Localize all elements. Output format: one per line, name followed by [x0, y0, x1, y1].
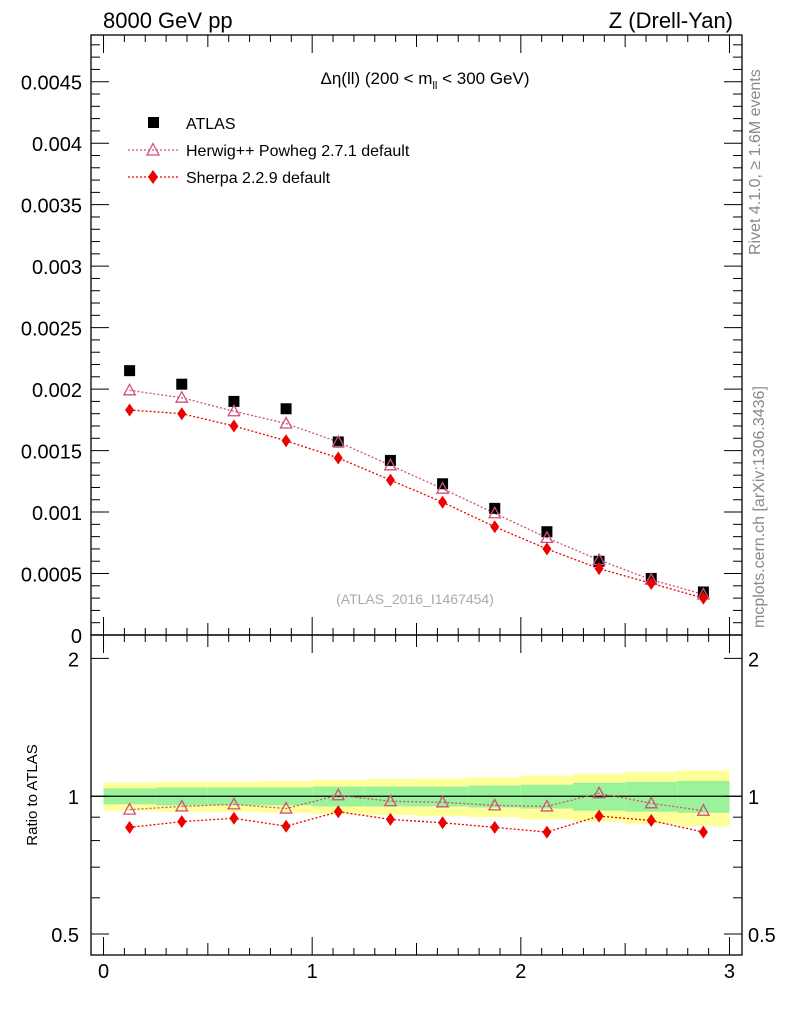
ratio-sherpa-point: [698, 825, 708, 839]
main-y-tick-label: 0.0035: [21, 196, 82, 218]
atlas-data-point: [332, 436, 344, 448]
herwig-data-point: [487, 505, 502, 519]
ratio-panel-frame: [90, 634, 743, 956]
ratio-series-layer: [122, 785, 711, 839]
legend-herwig-marker: [145, 142, 161, 156]
atlas-data-point: [124, 365, 136, 377]
ratio-herwig-point: [279, 801, 293, 814]
ratio-herwig-point: [592, 785, 606, 799]
ratio-y-tick-label-right: 2: [748, 649, 759, 671]
ratio-herwig-point: [487, 798, 502, 811]
main-panel-title: Δη(ll) (200 < mll < 300 GeV): [320, 69, 529, 92]
ratio-sherpa-line: [129, 811, 704, 833]
ratio-herwig-point: [540, 799, 554, 812]
main-series-layer: [122, 365, 711, 605]
legend-sherpa-label: Sherpa 2.2.9 default: [186, 170, 331, 187]
atlas-data-point: [280, 403, 292, 415]
ratio-herwig-point: [696, 803, 711, 816]
herwig-data-point: [435, 481, 450, 494]
sherpa-data-point: [281, 434, 291, 448]
sherpa-data-point: [490, 520, 500, 534]
main-y-tick-label: 0.003: [32, 257, 82, 279]
ratio-y-tick-label-right: 0.5: [748, 925, 776, 947]
ratio-sherpa-point: [438, 816, 448, 830]
ratio-x-tick-label: 1: [307, 961, 318, 983]
energy-label: 8000 GeV pp: [103, 8, 233, 33]
legend: ATLAS Herwig++ Powheg 2.7.1 default Sher…: [128, 116, 410, 187]
main-y-tick-label: 0.0045: [21, 73, 82, 95]
atlas-data-point: [176, 378, 188, 390]
sherpa-data-point: [229, 419, 239, 433]
atlas-data-point: [228, 395, 240, 407]
sherpa-data-point: [646, 576, 656, 590]
ratio-herwig-point: [644, 795, 659, 809]
main-y-tick-label: 0.001: [32, 503, 82, 525]
main-axis-ticks: 0 0.0005 0.001 0.0015 0.002 0.0025 0.003 0.0035…: [21, 35, 742, 648]
ratio-uncertainty-bands: [103, 770, 730, 827]
ratio-herwig-point: [122, 802, 137, 815]
main-y-tick-label: 0.0005: [21, 565, 82, 587]
legend-atlas-marker: [148, 117, 159, 128]
ratio-sherpa-point: [385, 812, 395, 826]
herwig-data-point: [279, 416, 293, 429]
legend-herwig-label: Herwig++ Powheg 2.7.1 default: [186, 143, 410, 160]
ratio-herwig-point: [331, 787, 346, 801]
herwig-data-point: [174, 390, 189, 403]
ratio-sherpa-point: [125, 820, 135, 834]
ratio-sherpa-point: [229, 811, 239, 825]
herwig-data-point: [227, 403, 241, 417]
main-y-tick-label: 0: [71, 626, 82, 648]
ratio-sherpa-point: [490, 820, 500, 834]
ratio-herwig-point: [383, 793, 398, 807]
legend-atlas-label: ATLAS: [186, 116, 236, 133]
ratio-herwig-point: [435, 794, 450, 808]
herwig-data-point: [383, 457, 398, 471]
atlas-data-point: [593, 555, 605, 567]
ratio-sherpa-point: [281, 819, 291, 833]
ratio-sherpa-point: [333, 805, 343, 819]
sherpa-data-point: [594, 562, 604, 576]
ratio-herwig-line: [129, 792, 704, 812]
sherpa-data-point: [333, 451, 343, 465]
ratio-y-axis-label: Ratio to ATLAS: [24, 744, 41, 845]
ratio-y-tick-label-right: 1: [748, 787, 759, 809]
legend-sherpa-marker: [148, 170, 158, 184]
ratio-y-tick-label-left: 0.5: [51, 925, 79, 947]
sherpa-series-line: [129, 409, 704, 599]
ratio-y-tick-label-left: 2: [68, 649, 79, 671]
source-label: mcplots.cern.ch [arXiv:1306.3436]: [751, 386, 768, 628]
main-y-tick-label: 0.0025: [21, 319, 82, 341]
sherpa-data-point: [177, 407, 187, 421]
ratio-herwig-point: [227, 796, 241, 810]
sherpa-data-point: [438, 495, 448, 509]
ratio-x-tick-label: 2: [515, 961, 526, 983]
main-y-tick-label: 0.002: [32, 380, 82, 402]
herwig-data-point: [122, 382, 137, 396]
sherpa-data-point: [542, 542, 552, 556]
analysis-watermark: (ATLAS_2016_I1467454): [336, 591, 494, 607]
herwig-series-line: [129, 389, 704, 596]
ratio-x-tick-label: 3: [724, 961, 735, 983]
process-label: Z (Drell-Yan): [609, 8, 733, 33]
ratio-herwig-point: [174, 799, 189, 812]
herwig-data-point: [331, 434, 346, 448]
ratio-axis-ticks: 0.5 0.5 1 1 2 2 0 1 2 3: [51, 635, 776, 983]
ratio-sherpa-point: [594, 809, 604, 823]
rivet-label: Rivet 4.1.0, ≥ 1.6M events: [747, 69, 764, 255]
herwig-data-point: [540, 530, 554, 544]
sherpa-data-point: [125, 403, 135, 417]
main-y-tick-label: 0.0015: [21, 442, 82, 464]
ratio-sherpa-point: [542, 825, 552, 839]
ratio-y-tick-label-left: 1: [68, 787, 79, 809]
sherpa-data-point: [698, 591, 708, 605]
ratio-sherpa-point: [646, 814, 656, 828]
ratio-band-inner: [677, 780, 730, 813]
sherpa-data-point: [385, 473, 395, 487]
main-y-tick-label: 0.004: [32, 134, 82, 156]
ratio-sherpa-point: [177, 815, 187, 829]
ratio-x-tick-label: 0: [98, 961, 109, 983]
